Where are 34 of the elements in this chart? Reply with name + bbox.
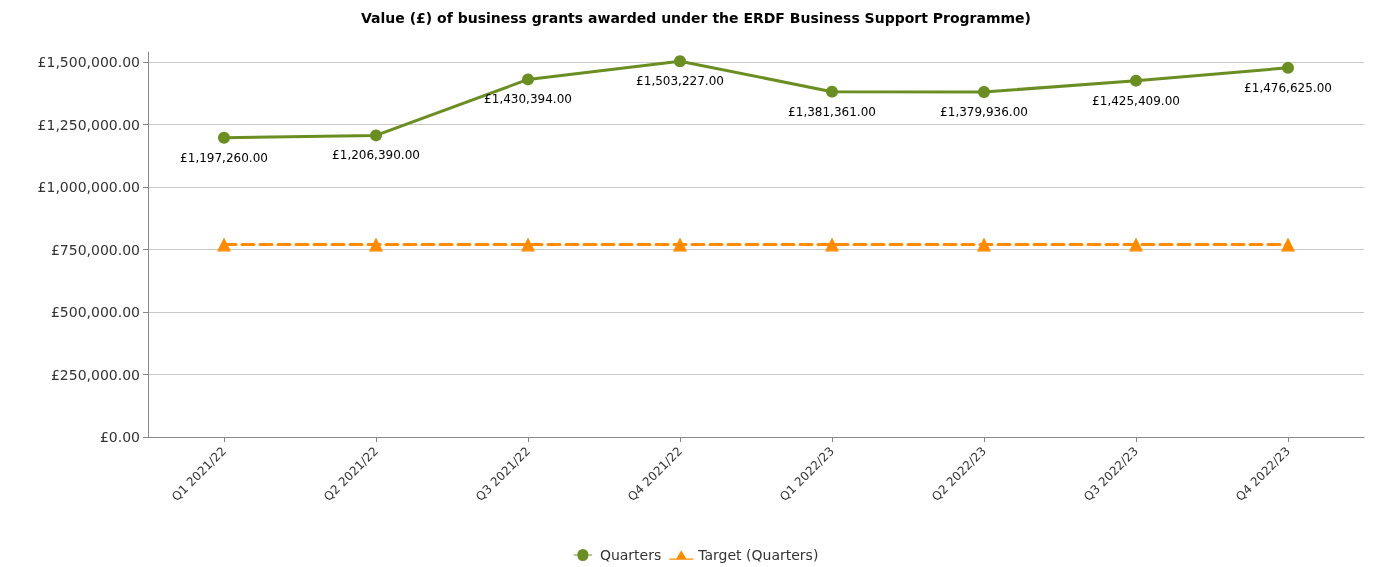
y-tick-label: £500,000.00 [50, 304, 140, 320]
y-tick-label: £0.00 [99, 429, 140, 445]
data-label: £1,425,409.00 [1092, 93, 1180, 108]
point [978, 86, 990, 99]
y-tick-label: £1,250,000.00 [37, 116, 140, 133]
point [370, 129, 382, 142]
point [1129, 237, 1143, 252]
point [1281, 237, 1295, 252]
point [826, 85, 838, 98]
chart-title: Value (£) of business grants awarded under the ERDF Business Support Programme) [361, 10, 1031, 26]
point [217, 237, 231, 252]
data-label: £1,430,394.00 [484, 92, 572, 107]
point [1130, 74, 1142, 87]
y-tick-label: £750,000.00 [50, 241, 140, 258]
legend-label: Target (Quarters) [697, 547, 819, 563]
point [522, 73, 534, 86]
point [1282, 61, 1294, 74]
data-label: £1,381,361.00 [788, 104, 876, 119]
legend-label: Quarters [599, 547, 662, 563]
point [521, 237, 535, 252]
point [369, 237, 383, 252]
data-label: £1,379,936.00 [940, 105, 1028, 120]
data-label: £1,206,390.00 [332, 148, 420, 163]
point [218, 131, 230, 144]
point [977, 237, 991, 252]
y-tick-label: £1,500,000.00 [37, 54, 140, 70]
point [825, 237, 839, 252]
data-label: £1,197,260.00 [180, 150, 268, 165]
point [673, 237, 687, 252]
data-label: £1,476,625.00 [1244, 80, 1332, 95]
data-label: £1,503,227.00 [636, 74, 724, 89]
point [674, 55, 686, 68]
y-tick-label: £250,000.00 [50, 366, 140, 383]
y-tick-label: £1,000,000.00 [37, 179, 140, 195]
